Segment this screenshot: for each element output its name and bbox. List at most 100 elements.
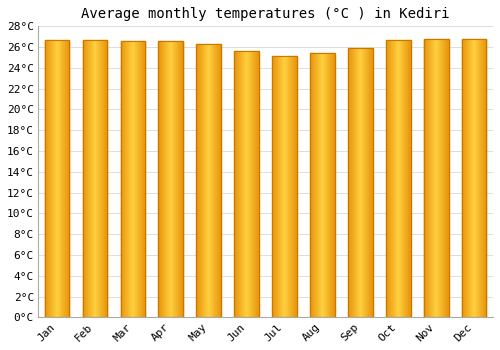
Bar [469,39,470,317]
Bar [120,41,121,317]
Bar [406,40,407,317]
Bar [144,41,145,317]
Bar [436,39,437,317]
Bar [125,41,126,317]
Bar [86,40,87,317]
Bar [405,40,406,317]
Bar [324,53,325,317]
Bar [256,51,257,317]
Bar [463,39,464,317]
Bar [130,41,131,317]
Bar [65,40,66,317]
Bar [323,53,324,317]
Bar [445,39,446,317]
Bar [252,51,253,317]
Bar [330,53,331,317]
Bar [433,39,434,317]
Bar [429,39,430,317]
Bar [199,44,200,317]
Bar [158,41,159,317]
Bar [44,40,70,317]
Bar [251,51,252,317]
Bar [474,39,476,317]
Bar [139,41,140,317]
Bar [82,40,108,317]
Bar [325,53,326,317]
Bar [388,40,389,317]
Bar [241,51,242,317]
Bar [477,39,478,317]
Bar [390,40,391,317]
Bar [481,39,482,317]
Bar [472,39,473,317]
Bar [296,56,297,317]
Bar [396,40,397,317]
Bar [210,44,211,317]
Bar [169,41,170,317]
Bar [202,44,203,317]
Bar [321,53,322,317]
Bar [64,40,65,317]
Bar [159,41,160,317]
Bar [317,53,318,317]
Bar [462,39,486,317]
Bar [203,44,204,317]
Bar [52,40,53,317]
Bar [63,40,64,317]
Bar [279,56,280,317]
Bar [102,40,103,317]
Bar [206,44,207,317]
Bar [334,53,335,317]
Bar [55,40,56,317]
Bar [290,56,292,317]
Bar [177,41,178,317]
Bar [57,40,58,317]
Bar [68,40,69,317]
Bar [363,48,364,317]
Bar [367,48,368,317]
Bar [59,40,60,317]
Bar [162,41,163,317]
Bar [176,41,177,317]
Bar [424,39,425,317]
Bar [69,40,70,317]
Bar [404,40,405,317]
Bar [95,40,96,317]
Bar [355,48,356,317]
Bar [87,40,88,317]
Bar [402,40,403,317]
Bar [442,39,443,317]
Bar [315,53,316,317]
Bar [473,39,474,317]
Bar [443,39,444,317]
Bar [136,41,137,317]
Bar [196,44,197,317]
Bar [93,40,94,317]
Bar [235,51,236,317]
Bar [122,41,123,317]
Bar [198,44,199,317]
Bar [243,51,244,317]
Bar [96,40,97,317]
Bar [476,39,477,317]
Bar [285,56,286,317]
Bar [359,48,360,317]
Bar [441,39,442,317]
Bar [131,41,132,317]
Bar [100,40,101,317]
Bar [129,41,130,317]
Bar [97,40,98,317]
Bar [54,40,55,317]
Bar [51,40,52,317]
Bar [438,39,440,317]
Bar [138,41,139,317]
Bar [353,48,354,317]
Bar [386,40,410,317]
Bar [257,51,258,317]
Bar [205,44,206,317]
Bar [244,51,245,317]
Bar [258,51,259,317]
Bar [161,41,162,317]
Bar [292,56,293,317]
Bar [49,40,50,317]
